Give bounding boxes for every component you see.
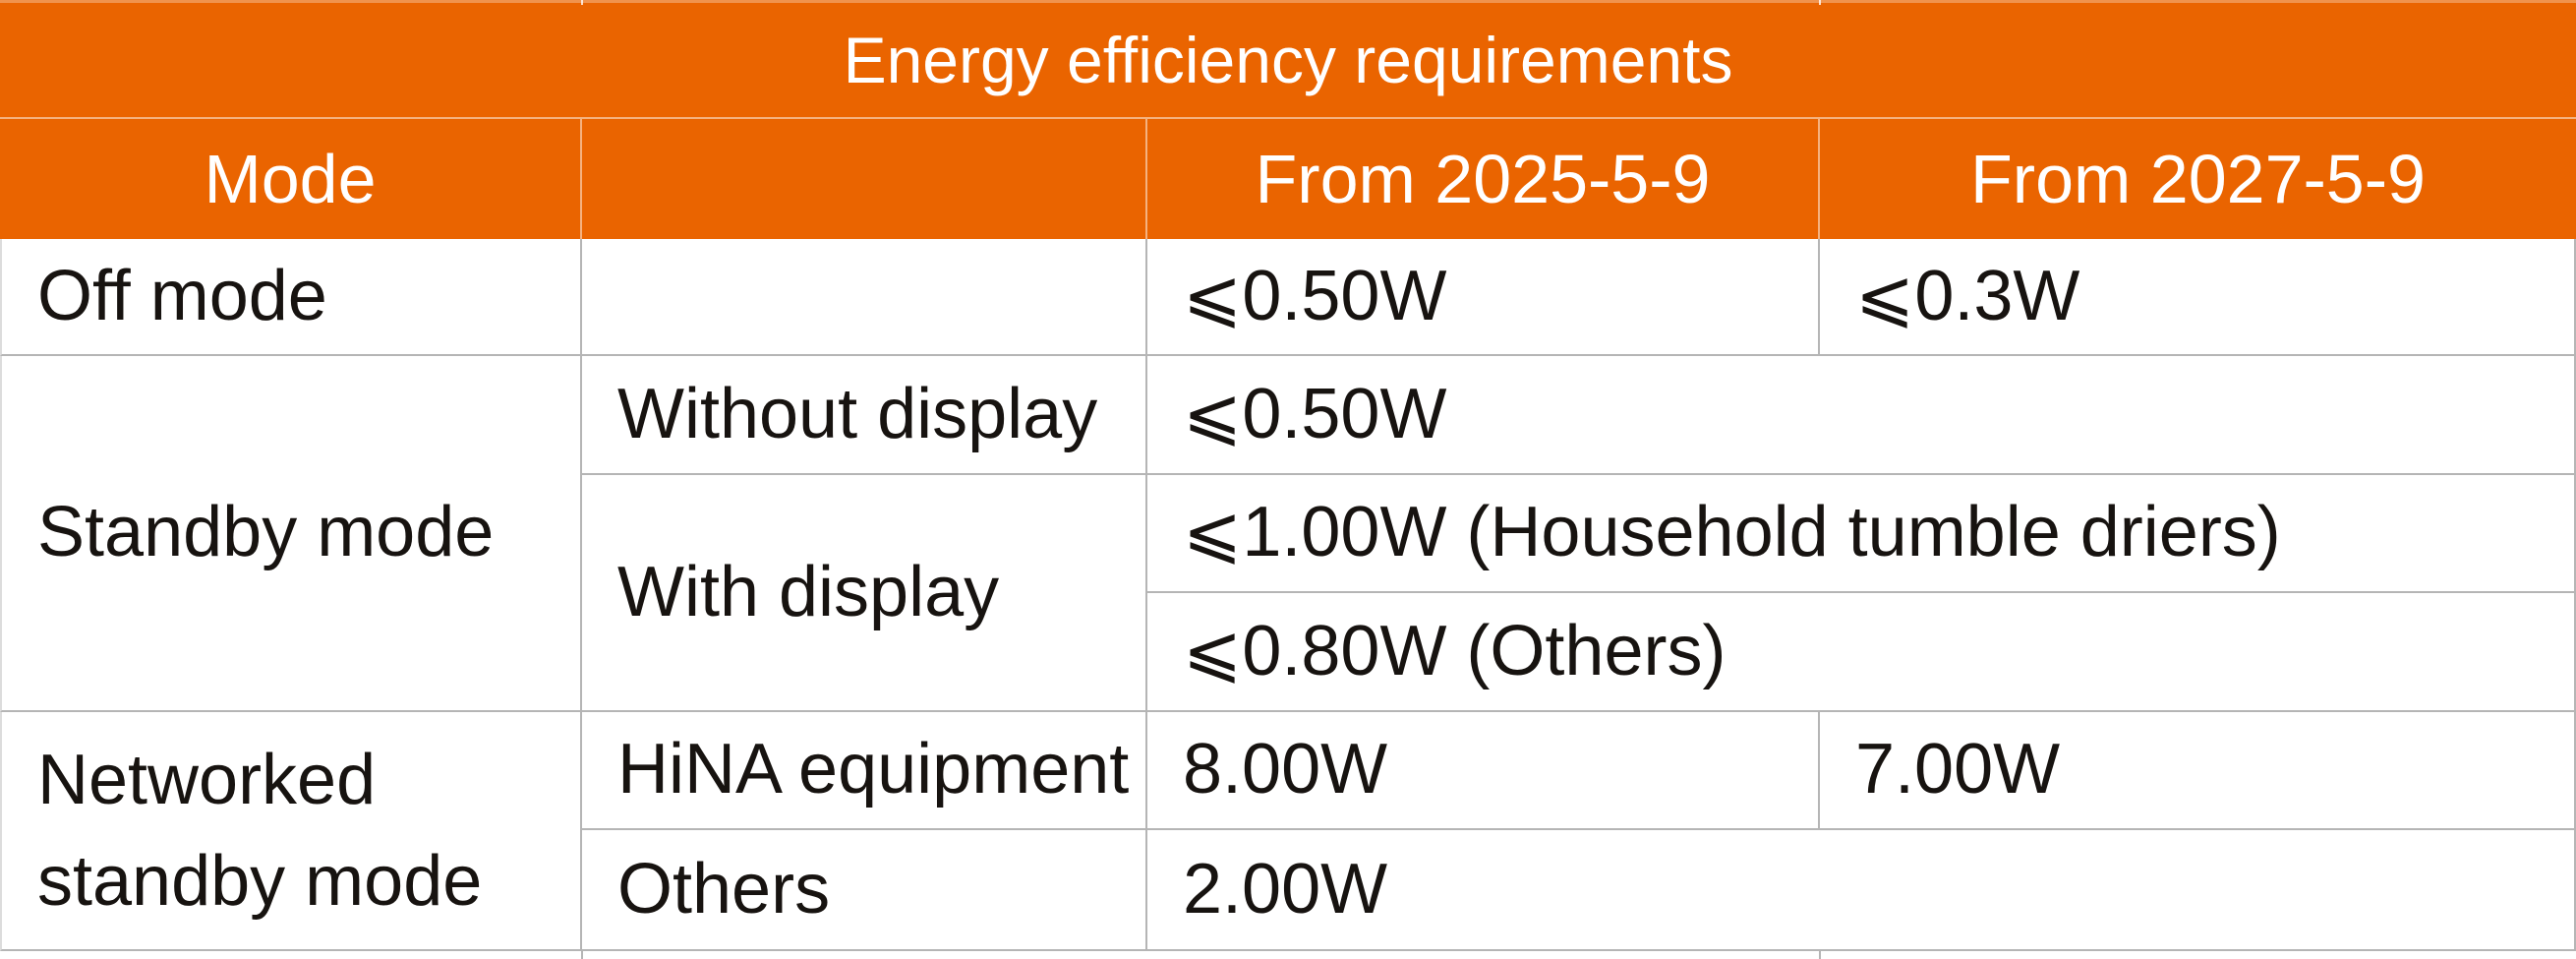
cell-networked-others-label: Others xyxy=(582,830,1147,951)
column-header-from-2025: From 2025-5-9 xyxy=(1147,119,1820,239)
cell-networked-standby-mode-label: Networked standby mode xyxy=(0,712,582,951)
column-header-mode: Mode xyxy=(0,119,582,239)
column-header-row: Mode From 2025-5-9 From 2027-5-9 xyxy=(0,119,2576,239)
column-header-from-2027: From 2027-5-9 xyxy=(1820,119,2576,239)
cell-with-display-driers-limit: ⩽1.00W (Household tumble driers) xyxy=(1147,475,2576,593)
cell-hina-2027-limit: 7.00W xyxy=(1820,712,2576,830)
cell-off-mode-blank xyxy=(582,239,1147,356)
cell-with-display-label: With display xyxy=(582,475,1147,712)
cell-hina-2025-limit: 8.00W xyxy=(1147,712,1820,830)
cropped-border-tick-top-right xyxy=(1819,0,1821,5)
table-title-row: Energy efficiency requirements xyxy=(0,0,2576,119)
cell-standby-mode-label: Standby mode xyxy=(0,356,582,712)
cell-off-mode-label: Off mode xyxy=(0,239,582,356)
cell-with-display-others-limit: ⩽0.80W (Others) xyxy=(1147,593,2576,712)
table-title: Energy efficiency requirements xyxy=(0,0,2576,119)
cell-networked-others-limit: 2.00W xyxy=(1147,830,2576,951)
row-networked-others: Others 2.00W xyxy=(0,830,2576,951)
row-standby-with-display-driers: With display ⩽1.00W (Household tumble dr… xyxy=(0,475,2576,712)
cell-without-display-label: Without display xyxy=(582,356,1147,475)
cropped-border-tick-bottom-right xyxy=(1819,951,1821,959)
cell-off-mode-2025-limit: ⩽0.50W xyxy=(1147,239,1820,356)
cell-hina-equipment-label: HiNA equipment xyxy=(582,712,1147,830)
cell-without-display-limit: ⩽0.50W xyxy=(1147,356,2576,475)
row-networked-hina: Networked standby mode HiNA equipment 8.… xyxy=(0,712,2576,951)
column-header-blank xyxy=(582,119,1147,239)
cell-off-mode-2027-limit: ⩽0.3W xyxy=(1820,239,2576,356)
bottom-crop-sliver xyxy=(0,951,2576,959)
cropped-border-tick-top-left xyxy=(581,0,583,5)
row-standby-without-display: Standby mode Without display ⩽0.50W xyxy=(0,356,2576,712)
row-standby-with-display-others: ⩽0.80W (Others) xyxy=(0,593,2576,712)
row-off-mode: Off mode ⩽0.50W ⩽0.3W xyxy=(0,239,2576,356)
cropped-border-tick-bottom-left xyxy=(581,951,583,959)
